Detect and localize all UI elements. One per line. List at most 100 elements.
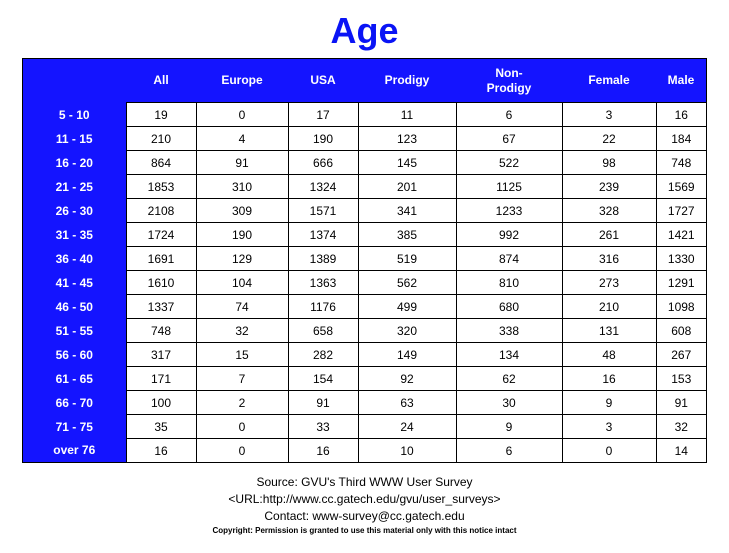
table-cell: 1330: [655, 246, 707, 271]
table-row: 36 - 40 1691 129 1389 519 874 316 1330: [22, 246, 707, 271]
table-cell: 149: [357, 342, 457, 367]
table-row: 16 - 20 864 91 666 145 522 98 748: [22, 150, 707, 175]
table-row: 46 - 50 1337 74 1176 499 680 210 1098: [22, 294, 707, 319]
table-cell: 190: [287, 126, 359, 151]
table-cell: 74: [195, 294, 289, 319]
table-cell: 14: [655, 438, 707, 463]
table-cell: 210: [125, 126, 197, 151]
table-cell: 134: [455, 342, 563, 367]
table-cell: 748: [125, 318, 197, 343]
table-cell: 3: [561, 102, 657, 127]
table-cell: 1098: [655, 294, 707, 319]
table-cell: 864: [125, 150, 197, 175]
table-cell: 608: [655, 318, 707, 343]
table-cell: 104: [195, 270, 289, 295]
source-text: Source: GVU's Third WWW User Survey: [256, 475, 473, 489]
table-cell: 9: [455, 414, 563, 439]
table-cell: 16: [655, 102, 707, 127]
column-header: Non-Prodigy: [486, 65, 532, 95]
table-cell: 98: [561, 150, 657, 175]
table-cell: 1571: [287, 198, 359, 223]
row-label: 71 - 75: [22, 414, 126, 439]
table-cell: 3: [561, 414, 657, 439]
table-cell: 32: [655, 414, 707, 439]
table-cell: 33: [287, 414, 359, 439]
table-cell: 0: [195, 102, 289, 127]
table-cell: 190: [195, 222, 289, 247]
table-cell: 210: [561, 294, 657, 319]
table-cell: 992: [455, 222, 563, 247]
row-label: 51 - 55: [22, 318, 126, 343]
row-label: 11 - 15: [22, 126, 126, 151]
table-cell: 16: [561, 366, 657, 391]
column-header: Europe: [221, 73, 263, 87]
table-cell: 0: [561, 438, 657, 463]
table-cell: 1389: [287, 246, 359, 271]
table-cell: 6: [455, 438, 563, 463]
table-cell: 91: [195, 150, 289, 175]
footer: Source: GVU's Third WWW User Survey <URL…: [0, 474, 729, 537]
table-cell: 30: [455, 390, 563, 415]
row-label: 66 - 70: [22, 390, 126, 415]
table-row: 66 - 70 100 2 91 63 30 9 91: [22, 390, 707, 415]
table-cell: 11: [357, 102, 457, 127]
table-cell: 100: [125, 390, 197, 415]
table-cell: 9: [561, 390, 657, 415]
table-cell: 341: [357, 198, 457, 223]
table-cell: 2: [195, 390, 289, 415]
table-cell: 24: [357, 414, 457, 439]
table-cell: 17: [287, 102, 359, 127]
table-cell: 338: [455, 318, 563, 343]
table-row: 71 - 75 35 0 33 24 9 3 32: [22, 414, 707, 439]
row-label: over 76: [22, 438, 126, 463]
row-label: 36 - 40: [22, 246, 126, 271]
table-cell: 1324: [287, 174, 359, 199]
url-text: <URL:http://www.cc.gatech.edu/gvu/user_s…: [228, 492, 501, 506]
table-cell: 1374: [287, 222, 359, 247]
table-cell: 282: [287, 342, 359, 367]
table-cell: 810: [455, 270, 563, 295]
table-cell: 123: [357, 126, 457, 151]
table-cell: 201: [357, 174, 457, 199]
table-cell: 22: [561, 126, 657, 151]
header-row: All Europe USA Prodigy Non-Prodigy Female Male: [23, 59, 707, 103]
table-cell: 1724: [125, 222, 197, 247]
table-cell: 680: [455, 294, 563, 319]
column-header: All: [153, 73, 169, 87]
table-cell: 316: [561, 246, 657, 271]
table-cell: 19: [125, 102, 197, 127]
table-cell: 267: [655, 342, 707, 367]
table-cell: 91: [655, 390, 707, 415]
table-cell: 35: [125, 414, 197, 439]
column-header: Prodigy: [384, 73, 430, 87]
table-cell: 0: [195, 438, 289, 463]
table-cell: 1610: [125, 270, 197, 295]
table-row: 61 - 65 171 7 154 92 62 16 153: [22, 366, 707, 391]
table-cell: 6: [455, 102, 563, 127]
table-cell: 499: [357, 294, 457, 319]
table-row: 51 - 55 748 32 658 320 338 131 608: [22, 318, 707, 343]
table-cell: 309: [195, 198, 289, 223]
table-cell: 239: [561, 174, 657, 199]
table-cell: 7: [195, 366, 289, 391]
row-label: 26 - 30: [22, 198, 126, 223]
table-cell: 874: [455, 246, 563, 271]
table-row: 5 - 10 19 0 17 11 6 3 16: [22, 102, 707, 127]
table-row: 41 - 45 1610 104 1363 562 810 273 1291: [22, 270, 707, 295]
table-cell: 32: [195, 318, 289, 343]
table-cell: 1853: [125, 174, 197, 199]
table-cell: 1125: [455, 174, 563, 199]
table-row: 26 - 30 2108 309 1571 341 1233 328 1727: [22, 198, 707, 223]
table-cell: 1233: [455, 198, 563, 223]
row-label: 61 - 65: [22, 366, 126, 391]
row-label: 41 - 45: [22, 270, 126, 295]
table-cell: 1176: [287, 294, 359, 319]
data-table: All Europe USA Prodigy Non-Prodigy Female Male…: [22, 58, 707, 463]
row-label: 21 - 25: [22, 174, 126, 199]
contact-text: Contact: www-survey@cc.gatech.edu: [264, 509, 465, 523]
table-cell: 310: [195, 174, 289, 199]
column-header: Female: [588, 73, 630, 87]
table-cell: 16: [287, 438, 359, 463]
table-cell: 1421: [655, 222, 707, 247]
table-cell: 184: [655, 126, 707, 151]
